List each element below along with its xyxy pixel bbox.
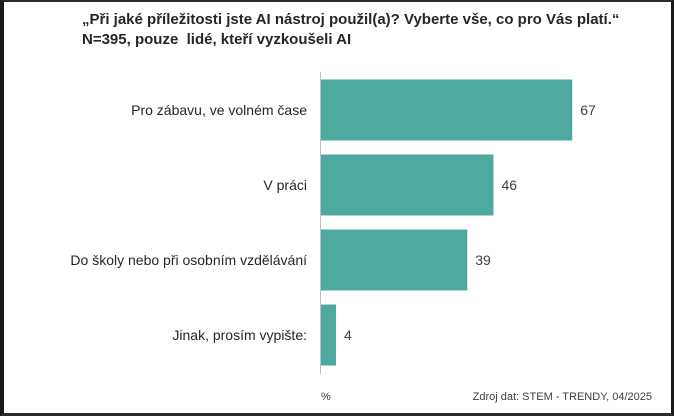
category-label-3: Jinak, prosím vypište: <box>172 327 307 343</box>
title-line-2: N=395, pouze lidé, kteří vyzkoušeli AI <box>82 31 352 48</box>
category-label-0: Pro zábavu, ve volném čase <box>131 102 307 118</box>
source-note: Zdroj dat: STEM - TRENDY, 04/2025 <box>472 391 652 403</box>
bar-0 <box>321 79 573 141</box>
bar-2 <box>321 229 468 291</box>
value-label-2: 39 <box>475 252 491 268</box>
value-label-0: 67 <box>580 102 596 118</box>
value-label-1: 46 <box>502 177 518 193</box>
value-label-3: 4 <box>344 327 352 343</box>
unit-label: % <box>321 391 331 403</box>
bar-1 <box>321 154 494 216</box>
bars: Pro zábavu, ve volném čase 67 V práci 46 Do … <box>70 79 596 366</box>
bar-3 <box>321 304 336 366</box>
category-label-1: V práci <box>263 177 307 193</box>
chart-title: „Při jaké příležitosti jste AI nástroj p… <box>82 10 662 50</box>
title-line-1: „Při jaké příležitosti jste AI nástroj p… <box>82 11 620 28</box>
category-label-2: Do školy nebo při osobním vzdělávání <box>70 252 307 268</box>
